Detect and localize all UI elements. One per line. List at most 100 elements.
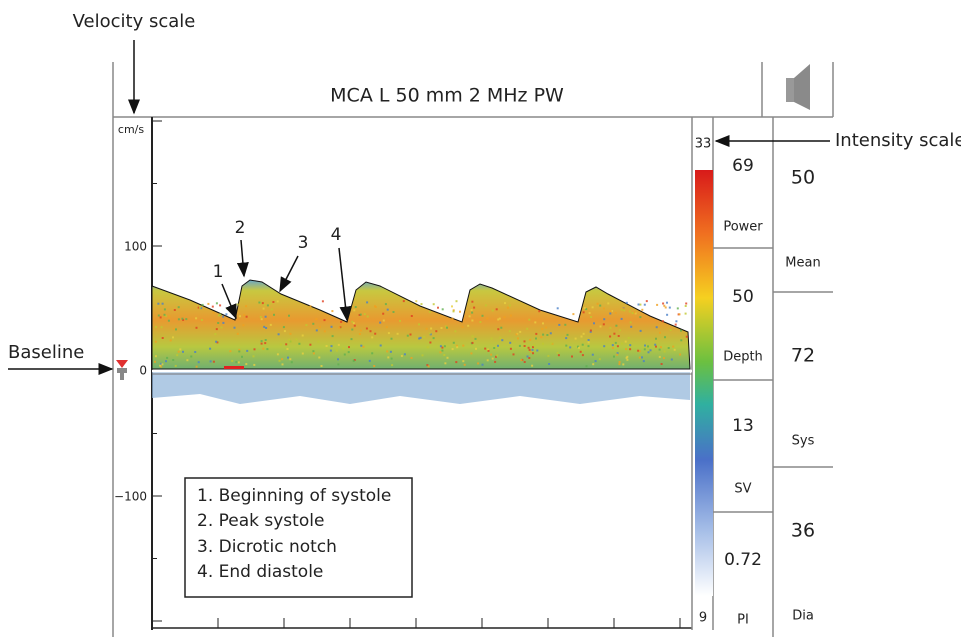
speckle-dot: [455, 300, 458, 303]
speckle-dot: [323, 330, 326, 333]
y-tick-label: 100: [124, 240, 147, 254]
speckle-dot: [658, 355, 661, 358]
speckle-dot: [396, 332, 399, 335]
speckle-dot: [615, 324, 618, 327]
speckle-dot: [666, 313, 669, 316]
speckle-dot: [258, 301, 261, 304]
parameter-label: SV: [734, 482, 751, 497]
measurement-label: Sys: [792, 434, 815, 449]
speckle-dot: [638, 356, 641, 359]
speckle-dot: [177, 350, 180, 353]
speckle-dot: [655, 326, 658, 329]
speckle-dot: [351, 320, 354, 323]
marker-label: 2: [235, 218, 246, 238]
speckle-dot: [614, 311, 617, 314]
speckle-dot: [497, 344, 499, 347]
speaker-button[interactable]: [786, 64, 810, 110]
speckle-dot: [419, 336, 422, 339]
speckle-dot: [462, 344, 465, 347]
speckle-dot: [440, 327, 443, 329]
speckle-dot: [391, 364, 394, 367]
speckle-dot: [513, 340, 516, 343]
speckle-dot: [468, 315, 471, 318]
speckle-dot: [269, 302, 272, 305]
speckle-dot: [471, 335, 474, 338]
speckle-dot: [452, 309, 455, 312]
speckle-dot: [628, 310, 631, 313]
speckle-dot: [526, 355, 529, 358]
y-tick-label: −100: [114, 490, 147, 504]
speckle-dot: [441, 308, 444, 311]
speckle-dot: [529, 338, 532, 341]
speckle-dot: [430, 327, 433, 330]
speckle-dot: [237, 361, 240, 364]
speckle-dot: [354, 306, 357, 308]
speckle-dot: [173, 309, 176, 311]
speckle-dot: [491, 309, 494, 312]
speckle-dot: [574, 337, 577, 340]
speckle-dot: [643, 303, 646, 306]
speckle-dot: [529, 350, 532, 353]
speckle-dot: [485, 348, 488, 351]
speckle-dot: [262, 307, 265, 310]
speckle-dot: [182, 350, 184, 353]
speckle-dot: [160, 362, 163, 365]
parameter-value: 13: [732, 416, 754, 436]
speckle-dot: [263, 325, 266, 328]
speckle-dot: [155, 326, 157, 328]
speckle-dot: [199, 306, 201, 309]
speckle-dot: [471, 319, 474, 322]
speckle-dot: [658, 348, 661, 351]
speckle-dot: [550, 342, 553, 345]
speckle-dot: [295, 338, 298, 341]
speckle-dot: [486, 317, 489, 320]
speckle-dot: [481, 363, 484, 366]
legend-item: 3. Dicrotic notch: [197, 537, 337, 557]
speckle-dot: [487, 349, 490, 352]
speckle-dot: [190, 355, 193, 358]
marker-arrow: [338, 247, 352, 322]
speckle-dot: [566, 333, 569, 336]
speckle-dot: [508, 330, 511, 333]
speckle-dot: [175, 328, 177, 331]
speckle-dot: [446, 326, 448, 329]
speckle-dot: [342, 347, 345, 350]
speckle-dot: [684, 312, 687, 315]
speckle-dot: [209, 347, 212, 350]
speckle-dot: [246, 349, 249, 352]
speckle-dot: [569, 346, 572, 349]
speckle-dot: [243, 313, 246, 316]
speckle-dot: [219, 304, 222, 307]
speckle-dot: [350, 338, 353, 341]
speckle-dot: [620, 308, 623, 311]
speckle-dot: [352, 322, 355, 325]
speckle-dot: [519, 330, 522, 333]
speckle-dot: [238, 350, 241, 353]
speckle-dot: [352, 359, 355, 362]
legend-item: 1. Beginning of systole: [197, 486, 391, 506]
speckle-dot: [157, 314, 160, 317]
speckle-dot: [185, 318, 188, 321]
speckle-dot: [528, 318, 531, 321]
speckle-dot: [168, 315, 171, 318]
speckle-dot: [467, 324, 470, 327]
speckle-dot: [523, 361, 526, 363]
speckle-dot: [528, 357, 531, 359]
speckle-dot: [266, 304, 269, 307]
speckle-dot: [645, 300, 648, 303]
speckle-dot: [337, 363, 340, 366]
speckle-dot: [580, 335, 583, 338]
speckle-dot: [426, 346, 429, 349]
legend-box: [184, 477, 413, 598]
speckle-dot: [599, 325, 602, 328]
speckle-dot: [260, 318, 263, 321]
speckle-dot: [637, 303, 640, 306]
speckle-dot: [629, 348, 632, 351]
speckle-dot: [497, 318, 500, 321]
velocity-unit: cm/s: [118, 123, 144, 136]
speckle-dot: [281, 358, 284, 361]
speckle-dot: [154, 340, 157, 343]
speckle-dot: [272, 301, 275, 303]
speckle-dot: [662, 302, 665, 305]
